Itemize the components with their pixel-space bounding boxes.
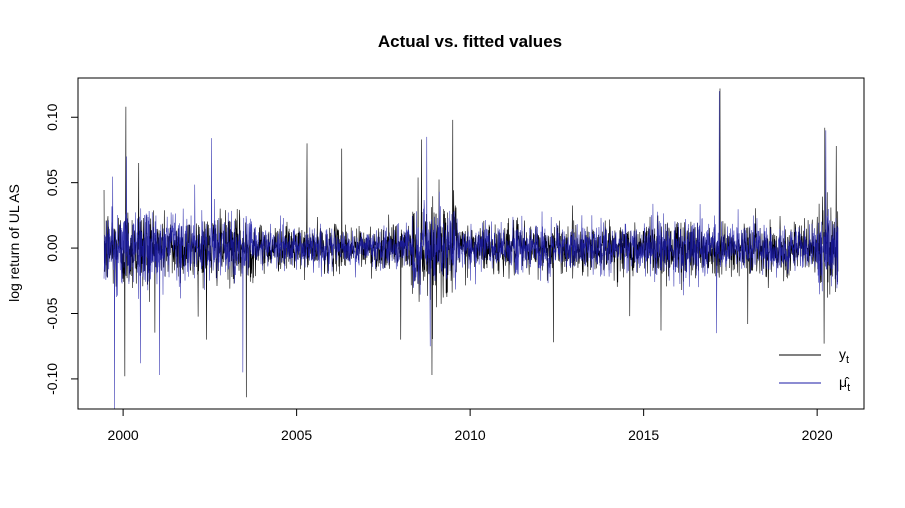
y-tick-label: 0.10 <box>44 103 60 130</box>
y-tick-label: -0.10 <box>44 363 60 395</box>
y-axis-label: log return of UL AS <box>6 184 22 302</box>
x-axis: 2000 2005 2010 2015 2020 <box>108 408 833 443</box>
x-tick-label: 2000 <box>108 427 139 443</box>
y-tick-label: -0.05 <box>44 297 60 329</box>
legend-label-y: yt <box>839 346 849 366</box>
series-line-mu_hat_t <box>103 91 839 410</box>
y-tick-label: 0.05 <box>44 169 60 196</box>
y-axis: -0.10 -0.05 0.00 0.05 0.10 <box>44 103 78 395</box>
x-tick-label: 2005 <box>281 427 312 443</box>
x-tick-label: 2020 <box>802 427 833 443</box>
chart-title: Actual vs. fitted values <box>378 32 562 51</box>
x-tick-label: 2010 <box>455 427 486 443</box>
plot-series <box>103 88 839 410</box>
legend-label-mu: μ̂t <box>839 374 850 394</box>
y-tick-label: 0.00 <box>44 234 60 261</box>
x-tick-label: 2015 <box>628 427 659 443</box>
legend: yt μ̂t <box>779 346 850 394</box>
